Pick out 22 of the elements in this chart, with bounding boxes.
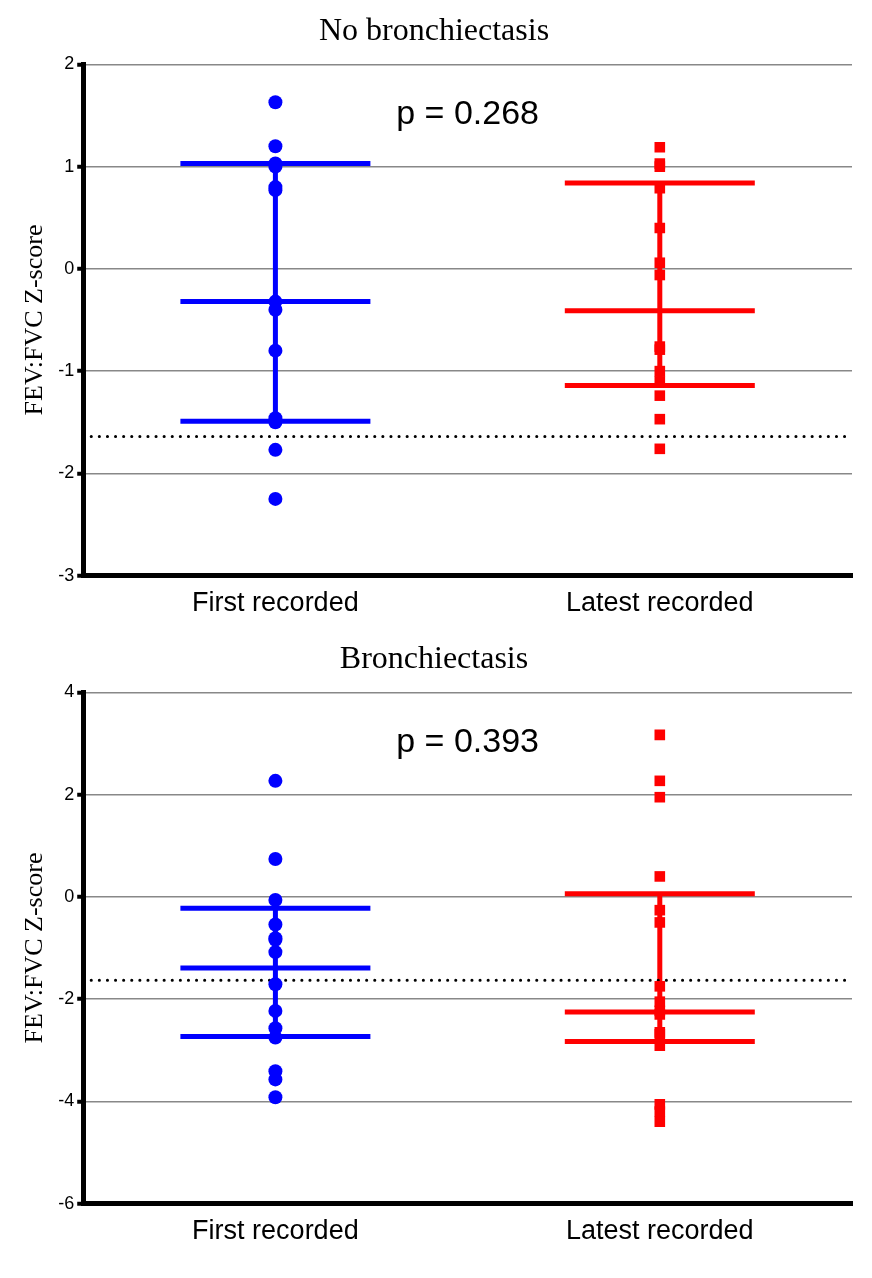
y-tick-label: -1	[58, 360, 75, 381]
y-axis-title: FEV:FVC Z-score	[19, 224, 49, 416]
y-tick-label: -2	[58, 988, 75, 1009]
chart-title: Bronchiectasis	[339, 638, 529, 675]
chart-title: No bronchiectasis	[318, 10, 550, 47]
y-tick-label: 0	[64, 257, 75, 278]
annotation: p = 0.393	[396, 721, 539, 760]
x-tick-label: Latest recorded	[565, 1215, 754, 1246]
y-tick-label: -2	[58, 462, 75, 483]
y-tick-label: 0	[64, 885, 75, 906]
x-tick-label: First recorded	[192, 1215, 359, 1246]
y-tick-label: 2	[64, 783, 75, 804]
y-tick-label: 2	[64, 53, 75, 74]
x-tick-label: First recorded	[192, 587, 359, 618]
y-tick-label: -3	[58, 564, 75, 585]
y-tick-label: 1	[64, 155, 75, 176]
annotation: p = 0.268	[396, 93, 539, 132]
y-tick-label: -4	[58, 1090, 75, 1111]
y-axis-title: FEV:FVC Z-score	[19, 852, 49, 1044]
y-tick-label: 4	[64, 681, 75, 702]
x-tick-label: Latest recorded	[565, 587, 754, 618]
y-tick-label: -6	[58, 1192, 75, 1213]
